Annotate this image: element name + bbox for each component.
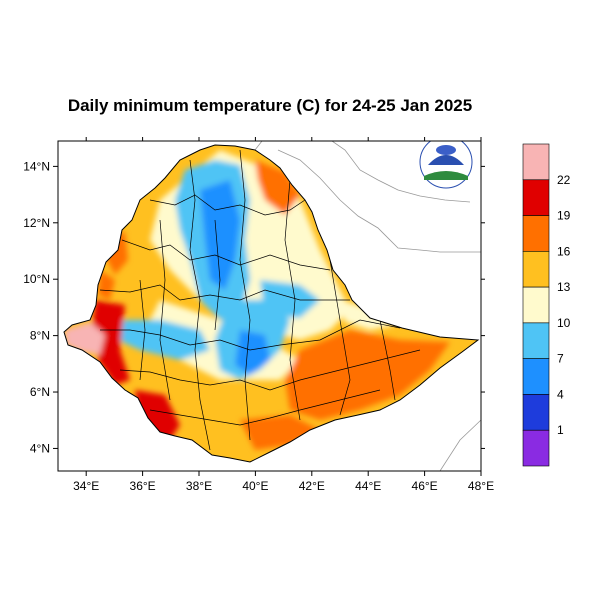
region-boundaries <box>99 149 421 451</box>
y-tick-label: 10°N <box>23 272 50 286</box>
x-tick-label: 38°E <box>186 479 212 493</box>
x-tick-label: 40°E <box>242 479 268 493</box>
map-area <box>58 141 481 471</box>
colorbar-label: 7 <box>557 352 564 366</box>
colorbar-segment <box>522 143 550 181</box>
neighbor-boundaries <box>254 141 481 471</box>
x-tick-label: 46°E <box>412 479 438 493</box>
y-tick-label: 6°N <box>30 385 50 399</box>
colorbar-segment <box>522 322 550 359</box>
colorbar-segment <box>522 358 550 395</box>
x-tick-label: 44°E <box>355 479 381 493</box>
x-tick-label: 34°E <box>73 479 99 493</box>
colorbar-label: 22 <box>557 173 571 187</box>
y-tick-label: 12°N <box>23 216 50 230</box>
colorbar-segment <box>522 429 550 467</box>
y-tick-label: 14°N <box>23 159 50 173</box>
colorbar-segment <box>522 215 550 252</box>
y-axis: 4°N 6°N 8°N 10°N 12°N 14°N <box>23 159 485 455</box>
y-tick-label: 4°N <box>30 441 50 455</box>
map-title: Daily minimum temperature (C) for 24-25 … <box>67 96 473 115</box>
x-axis: 34°E 36°E 38°E 40°E 42°E 44°E 46°E 48°E <box>73 137 494 493</box>
colorbar-segment <box>522 179 550 216</box>
map-frame <box>57 140 482 472</box>
colorbar-label: 13 <box>557 280 571 294</box>
x-tick-label: 36°E <box>130 479 156 493</box>
colorbar-segment <box>522 286 550 324</box>
colorbar-label: 1 <box>557 423 564 437</box>
colorbar: 1 4 7 10 13 16 19 22 <box>522 143 571 467</box>
colorbar-segment <box>522 394 550 431</box>
y-tick-label: 8°N <box>30 329 50 343</box>
x-tick-label: 48°E <box>468 479 494 493</box>
x-tick-label: 42°E <box>299 479 325 493</box>
colorbar-label: 19 <box>557 209 571 223</box>
colorbar-label: 16 <box>557 244 571 258</box>
colorbar-segment <box>522 251 550 288</box>
colorbar-label: 10 <box>557 316 571 330</box>
agency-logo <box>419 141 473 189</box>
colorbar-label: 4 <box>557 387 564 401</box>
